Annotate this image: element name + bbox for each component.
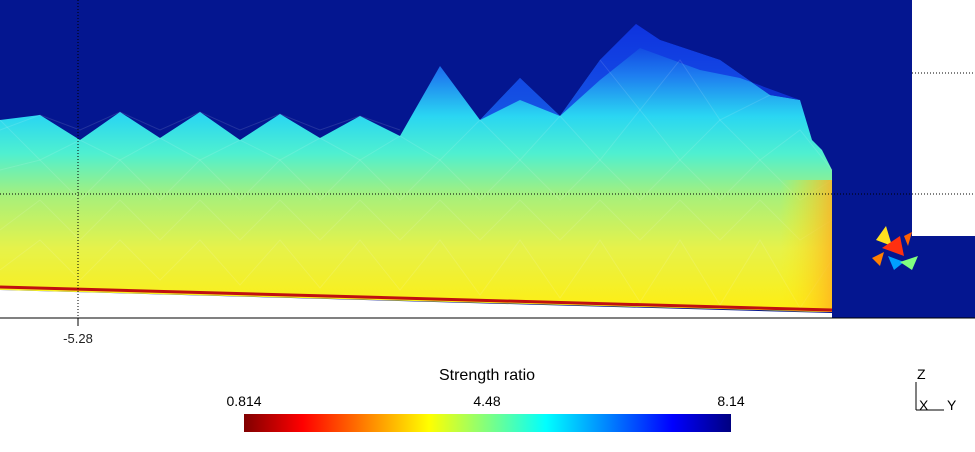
axis-triad bbox=[915, 382, 944, 411]
right-part-block bbox=[832, 236, 975, 318]
triad-z-label: Z bbox=[917, 366, 926, 382]
contour-field bbox=[0, 24, 832, 312]
bottom-edge-white bbox=[0, 290, 832, 318]
colorbar-max-label: 8.14 bbox=[717, 393, 745, 409]
triad-x-label: X bbox=[919, 397, 929, 413]
hot-edge bbox=[780, 180, 832, 312]
colorbar-min-label: 0.814 bbox=[226, 393, 262, 409]
bottom-edge-line bbox=[0, 285, 833, 312]
probe-lines bbox=[0, 0, 975, 318]
stress-spot bbox=[872, 226, 918, 270]
blue-mesh-band bbox=[440, 24, 800, 120]
colorbar bbox=[244, 414, 731, 432]
triad-y-label: Y bbox=[947, 397, 957, 413]
colorbar-mid-label: 4.48 bbox=[473, 393, 501, 409]
colorbar-title: Strength ratio bbox=[438, 367, 536, 384]
mesh-triangles bbox=[0, 59, 833, 309]
x-tick-label: -5.28 bbox=[63, 331, 93, 346]
